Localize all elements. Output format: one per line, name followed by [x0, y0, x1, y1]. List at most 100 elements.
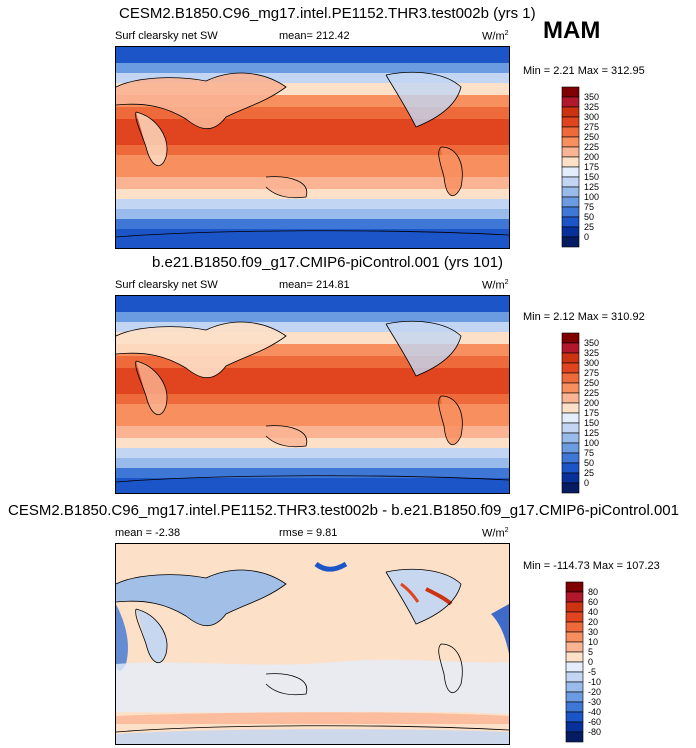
panel3-units: W/m2: [482, 527, 509, 540]
colorbar-swatch: [561, 216, 580, 228]
colorbar-swatch: [561, 342, 580, 354]
colorbar-swatch: [561, 166, 580, 178]
colorbar-swatch: [565, 631, 584, 643]
colorbar-tick-label: 125: [584, 182, 599, 192]
colorbar-tick-label: 300: [584, 358, 599, 368]
panel2-units: W/m2: [482, 279, 509, 292]
colorbar-swatch: [561, 412, 580, 424]
colorbar-tick-label: 100: [584, 192, 599, 202]
panel1-colorbar: 350 325 300 275 250 225 200 175 150 125 100 75 50 25 0: [561, 86, 622, 248]
colorbar-swatch: [561, 482, 580, 494]
colorbar-tick-label: 50: [584, 458, 594, 468]
colorbar-swatch: [561, 126, 580, 138]
panel3-title: CESM2.B1850.C96_mg17.intel.PE1152.THR3.t…: [8, 502, 679, 519]
colorbar-tick-label: 175: [584, 162, 599, 172]
panel2-minmax: Min = 2.12 Max = 310.92: [523, 311, 645, 323]
colorbar-swatch: [561, 136, 580, 148]
panel3-mean-label: mean = -2.38: [115, 527, 181, 539]
colorbar-swatch: [561, 432, 580, 444]
colorbar-swatch: [561, 462, 580, 474]
colorbar-swatch: [561, 452, 580, 464]
colorbar-swatch: [565, 601, 584, 613]
colorbar-tick-label: -60: [588, 717, 601, 727]
colorbar-tick-label: 350: [584, 338, 599, 348]
colorbar-swatch: [561, 226, 580, 238]
colorbar-tick-label: 25: [584, 468, 594, 478]
panel1-units: W/m2: [482, 30, 509, 43]
colorbar-swatch: [565, 681, 584, 693]
colorbar-swatch: [565, 661, 584, 673]
season-label: MAM: [543, 17, 601, 44]
colorbar-tick-label: 5: [588, 647, 593, 657]
colorbar-tick-label: 250: [584, 132, 599, 142]
colorbar-tick-label: 75: [584, 202, 594, 212]
colorbar-swatch: [561, 392, 580, 404]
colorbar-tick-label: 0: [588, 657, 593, 667]
colorbar-swatch: [561, 402, 580, 414]
colorbar-swatch: [561, 196, 580, 208]
colorbar-swatch: [565, 581, 584, 593]
colorbar-swatch: [561, 116, 580, 128]
colorbar-swatch: [565, 731, 584, 743]
colorbar-swatch: [561, 382, 580, 394]
panel2-title: b.e21.B1850.f09_g17.CMIP6-piControl.001 …: [152, 254, 504, 271]
colorbar-tick-label: 175: [584, 408, 599, 418]
colorbar-swatch: [561, 186, 580, 198]
panel3-map: [115, 543, 510, 745]
colorbar-tick-label: 150: [584, 172, 599, 182]
colorbar-tick-label: 50: [584, 212, 594, 222]
panel2-map-field: [116, 296, 509, 493]
colorbar-swatch: [565, 691, 584, 703]
colorbar-swatch: [561, 362, 580, 374]
colorbar-swatch: [565, 611, 584, 623]
panel2-mean-label: mean= 214.81: [279, 279, 350, 291]
colorbar-swatch: [561, 236, 580, 248]
colorbar-swatch: [565, 701, 584, 713]
panel1-mean-label: mean= 212.42: [279, 30, 350, 42]
colorbar-swatch: [561, 146, 580, 158]
colorbar-swatch: [561, 422, 580, 434]
colorbar-swatch: [561, 96, 580, 108]
colorbar-tick-label: 0: [584, 478, 589, 488]
colorbar-tick-label: 40: [588, 607, 598, 617]
colorbar-swatch: [561, 332, 580, 344]
panel1-map: [115, 46, 510, 249]
colorbar-swatch: [561, 442, 580, 454]
colorbar-tick-label: 100: [584, 438, 599, 448]
colorbar-swatch: [561, 372, 580, 384]
colorbar-tick-label: -20: [588, 687, 601, 697]
colorbar-swatch: [561, 106, 580, 118]
colorbar-swatch: [565, 721, 584, 733]
colorbar-tick-label: 350: [584, 92, 599, 102]
panel1-variable-label: Surf clearsky net SW: [115, 30, 218, 42]
panel3-colorbar: 80 60 40 20 30 10 5 0 -5 -10 -20 -30 -40 -60 -80: [565, 581, 626, 743]
colorbar-tick-label: 200: [584, 152, 599, 162]
colorbar-swatch: [565, 641, 584, 653]
colorbar-tick-label: -10: [588, 677, 601, 687]
colorbar-tick-label: 30: [588, 627, 598, 637]
colorbar-tick-label: 325: [584, 348, 599, 358]
colorbar-tick-label: 0: [584, 232, 589, 242]
colorbar-swatch: [565, 591, 584, 603]
colorbar-tick-label: 10: [588, 637, 598, 647]
colorbar-swatch: [561, 472, 580, 484]
colorbar-tick-label: 75: [584, 448, 594, 458]
colorbar-swatch: [565, 651, 584, 663]
panel3-map-field: [116, 544, 509, 744]
colorbar-swatch: [561, 86, 580, 98]
colorbar-tick-label: 125: [584, 428, 599, 438]
colorbar-tick-label: 250: [584, 378, 599, 388]
colorbar-tick-label: 325: [584, 102, 599, 112]
colorbar-tick-label: -40: [588, 707, 601, 717]
colorbar-tick-label: 80: [588, 587, 598, 597]
colorbar-swatch: [561, 352, 580, 364]
colorbar-tick-label: 25: [584, 222, 594, 232]
panel3-rmse-label: rmse = 9.81: [279, 527, 338, 539]
colorbar-tick-label: 300: [584, 112, 599, 122]
colorbar-swatch: [561, 156, 580, 168]
panel3-minmax: Min = -114.73 Max = 107.23: [523, 560, 660, 572]
colorbar-tick-label: 275: [584, 122, 599, 132]
